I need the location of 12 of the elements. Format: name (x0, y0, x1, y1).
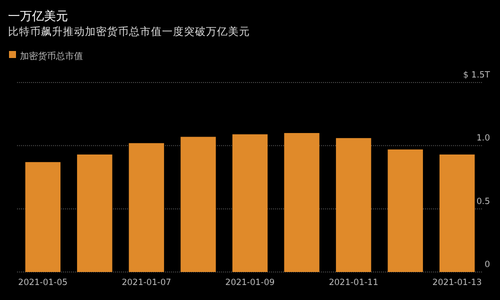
chart-subtitle: 比特币飙升推动加密货币总市值一度突破万亿美元 (8, 25, 250, 38)
y-tick-label: 0.5 (476, 196, 490, 207)
legend: 加密货币总市值 (9, 51, 83, 62)
x-tick-label: 2021-01-07 (122, 278, 172, 288)
x-tick-label: 2021-01-05 (18, 278, 68, 288)
y-tick-label: $ 1.5T (463, 70, 491, 80)
x-tick-label: 2021-01-13 (432, 278, 482, 288)
x-tick-label: 2021-01-11 (328, 278, 378, 288)
y-tick-label: 1.0 (476, 134, 490, 144)
x-tick-label: 2021-01-09 (225, 278, 275, 288)
y-tick-label: 0 (484, 260, 490, 270)
chart-title: 一万亿美元 (8, 9, 68, 23)
